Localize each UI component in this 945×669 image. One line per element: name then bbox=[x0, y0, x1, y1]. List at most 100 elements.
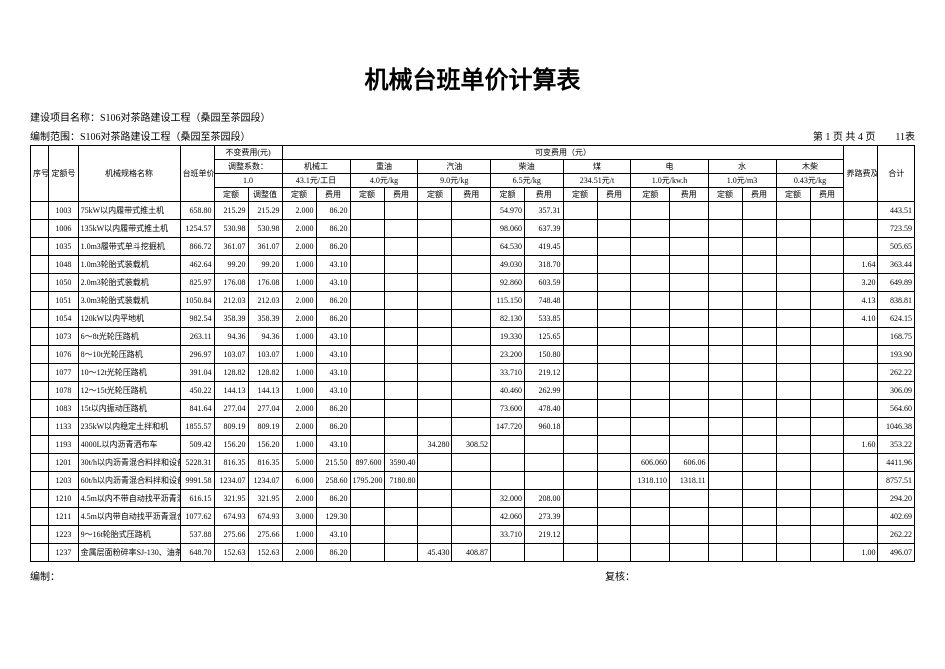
cell bbox=[670, 256, 709, 274]
cell bbox=[31, 472, 49, 490]
th-cost-4: 费用 bbox=[452, 188, 491, 202]
cell bbox=[844, 490, 878, 508]
cell: 23.200 bbox=[491, 346, 525, 364]
scope-value: S106对茶路建设工程（桑园至茶园段） bbox=[80, 132, 251, 143]
cell: 43.10 bbox=[316, 436, 350, 454]
cell: 5228.31 bbox=[180, 454, 214, 472]
cell bbox=[708, 274, 742, 292]
cell: 1.000 bbox=[282, 382, 316, 400]
cell: 1211 bbox=[49, 508, 78, 526]
th-quota-4: 定额 bbox=[418, 188, 452, 202]
cell bbox=[491, 436, 525, 454]
cell bbox=[810, 292, 844, 310]
th-quota-3: 定额 bbox=[350, 188, 384, 202]
cell bbox=[776, 544, 810, 562]
cell bbox=[452, 292, 491, 310]
th-cost-7: 费用 bbox=[670, 188, 709, 202]
cell bbox=[776, 526, 810, 544]
cell bbox=[452, 220, 491, 238]
cell: 361.07 bbox=[214, 238, 248, 256]
table-row: 1133235kW以内稳定土拌和机1855.57809.19809.192.00… bbox=[31, 418, 915, 436]
cell bbox=[631, 220, 670, 238]
project-value: S106对茶路建设工程（桑园至茶园段） bbox=[100, 113, 271, 124]
cell bbox=[563, 544, 597, 562]
cell bbox=[670, 346, 709, 364]
cell bbox=[810, 274, 844, 292]
cell bbox=[670, 220, 709, 238]
cell bbox=[708, 472, 742, 490]
cell: 86.20 bbox=[316, 544, 350, 562]
table-row: 12239～16t轮胎式压路机537.88275.66275.661.00043… bbox=[31, 526, 915, 544]
cell: 2.000 bbox=[282, 292, 316, 310]
cell bbox=[776, 490, 810, 508]
cell bbox=[631, 364, 670, 382]
cell bbox=[810, 364, 844, 382]
cell bbox=[670, 310, 709, 328]
cell: 357.31 bbox=[524, 202, 563, 220]
cell bbox=[563, 436, 597, 454]
cell: 1223 bbox=[49, 526, 78, 544]
cell bbox=[844, 364, 878, 382]
th-wood: 木柴 bbox=[776, 160, 844, 174]
cell bbox=[670, 526, 709, 544]
cell: 674.93 bbox=[214, 508, 248, 526]
cell bbox=[452, 490, 491, 508]
cell bbox=[563, 418, 597, 436]
cell bbox=[742, 472, 776, 490]
cell: 637.39 bbox=[524, 220, 563, 238]
cell: 1.000 bbox=[282, 526, 316, 544]
cell bbox=[563, 256, 597, 274]
cell bbox=[844, 328, 878, 346]
cell bbox=[418, 220, 452, 238]
cell: 176.08 bbox=[248, 274, 282, 292]
cell: 275.66 bbox=[214, 526, 248, 544]
cell: 1318.110 bbox=[631, 472, 670, 490]
cell bbox=[350, 310, 384, 328]
cell bbox=[708, 544, 742, 562]
cell: 505.65 bbox=[878, 238, 915, 256]
cell bbox=[810, 328, 844, 346]
cell bbox=[742, 400, 776, 418]
cell bbox=[742, 292, 776, 310]
cell bbox=[418, 508, 452, 526]
cell bbox=[31, 544, 49, 562]
cell: 43.10 bbox=[316, 346, 350, 364]
cell: 208.00 bbox=[524, 490, 563, 508]
cell bbox=[844, 238, 878, 256]
cell: 86.20 bbox=[316, 400, 350, 418]
cell bbox=[670, 436, 709, 454]
cell: 33.710 bbox=[491, 526, 525, 544]
cell bbox=[452, 526, 491, 544]
th-adj: 调整系数： bbox=[214, 160, 282, 174]
cell bbox=[810, 508, 844, 526]
cell bbox=[708, 400, 742, 418]
cell bbox=[384, 364, 418, 382]
project-line: 建设项目名称：S106对茶路建设工程（桑园至茶园段） bbox=[30, 109, 915, 124]
cell bbox=[350, 364, 384, 382]
cell bbox=[742, 490, 776, 508]
cell bbox=[31, 400, 49, 418]
cell: 125.65 bbox=[524, 328, 563, 346]
cell: 49.030 bbox=[491, 256, 525, 274]
th-water: 水 bbox=[708, 160, 776, 174]
cell bbox=[418, 310, 452, 328]
cell bbox=[384, 436, 418, 454]
cell bbox=[670, 202, 709, 220]
cell bbox=[776, 364, 810, 382]
cell: 219.12 bbox=[524, 526, 563, 544]
cell: 353.22 bbox=[878, 436, 915, 454]
cell: 443.51 bbox=[878, 202, 915, 220]
cell: 816.35 bbox=[248, 454, 282, 472]
page-title: 机械台班单价计算表 bbox=[30, 60, 915, 95]
cell: 1234.07 bbox=[214, 472, 248, 490]
cell bbox=[350, 238, 384, 256]
cell bbox=[631, 526, 670, 544]
cell: 64.530 bbox=[491, 238, 525, 256]
cell bbox=[810, 346, 844, 364]
cell bbox=[742, 526, 776, 544]
cell bbox=[418, 274, 452, 292]
cell bbox=[776, 508, 810, 526]
scope-row: 编制范围：S106对茶路建设工程（桑园至茶园段） 第 1 页 共 4 页 11表 bbox=[30, 128, 915, 143]
cell bbox=[631, 382, 670, 400]
cell bbox=[742, 328, 776, 346]
